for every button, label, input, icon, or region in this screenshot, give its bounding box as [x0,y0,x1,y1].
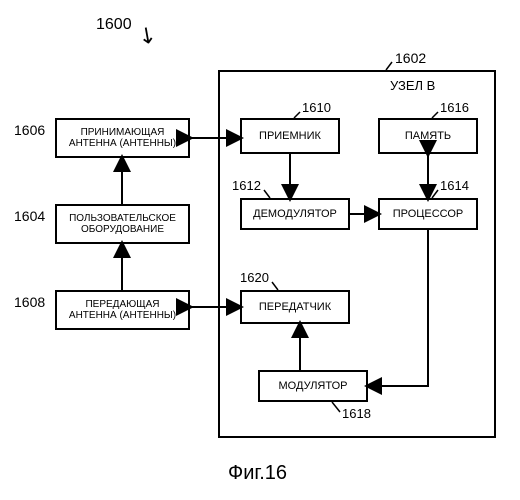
transmitter-label: ПЕРЕДАТЧИК [259,301,331,313]
ref-1620: 1620 [240,270,269,285]
ref-1604: 1604 [14,208,45,224]
tx-antenna-label: ПЕРЕДАЮЩАЯ АНТЕННА (АНТЕННЫ) [61,299,184,321]
tx-antenna-box: ПЕРЕДАЮЩАЯ АНТЕННА (АНТЕННЫ) [55,290,190,330]
demod-label: ДЕМОДУЛЯТОР [253,208,337,220]
node-b-title: УЗЕЛ B [390,78,435,93]
rx-antenna-label: ПРИНИМАЮЩАЯ АНТЕННА (АНТЕННЫ) [61,127,184,149]
processor-box: ПРОЦЕССОР [378,198,478,230]
ref-arrow-swoosh: ↘ [132,19,162,51]
ue-box: ПОЛЬЗОВАТЕЛЬСКОЕ ОБОРУДОВАНИЕ [55,204,190,244]
memory-box: ПАМЯТЬ [378,118,478,154]
receiver-label: ПРИЕМНИК [259,130,321,142]
processor-label: ПРОЦЕССОР [393,208,464,220]
modulator-box: МОДУЛЯТОР [258,370,368,402]
ref-1616: 1616 [440,100,469,115]
ref-1614: 1614 [440,178,469,193]
diagram-stage: 1600 ↘ УЗЕЛ B 1602 ПРИНИМАЮЩАЯ АНТЕННА (… [0,0,520,500]
receiver-box: ПРИЕМНИК [240,118,340,154]
rx-antenna-box: ПРИНИМАЮЩАЯ АНТЕННА (АНТЕННЫ) [55,118,190,158]
ref-1610: 1610 [302,100,331,115]
memory-label: ПАМЯТЬ [405,130,451,142]
figure-caption: Фиг.16 [228,462,287,485]
ref-1608: 1608 [14,294,45,310]
modulator-label: МОДУЛЯТОР [279,380,348,392]
transmitter-box: ПЕРЕДАТЧИК [240,290,350,324]
ref-figure: 1600 [96,16,132,34]
ref-1618: 1618 [342,406,371,421]
ue-label: ПОЛЬЗОВАТЕЛЬСКОЕ ОБОРУДОВАНИЕ [61,213,184,235]
ref-1606: 1606 [14,122,45,138]
demod-box: ДЕМОДУЛЯТОР [240,198,350,230]
ref-1602: 1602 [395,50,426,66]
ref-1612: 1612 [232,178,261,193]
